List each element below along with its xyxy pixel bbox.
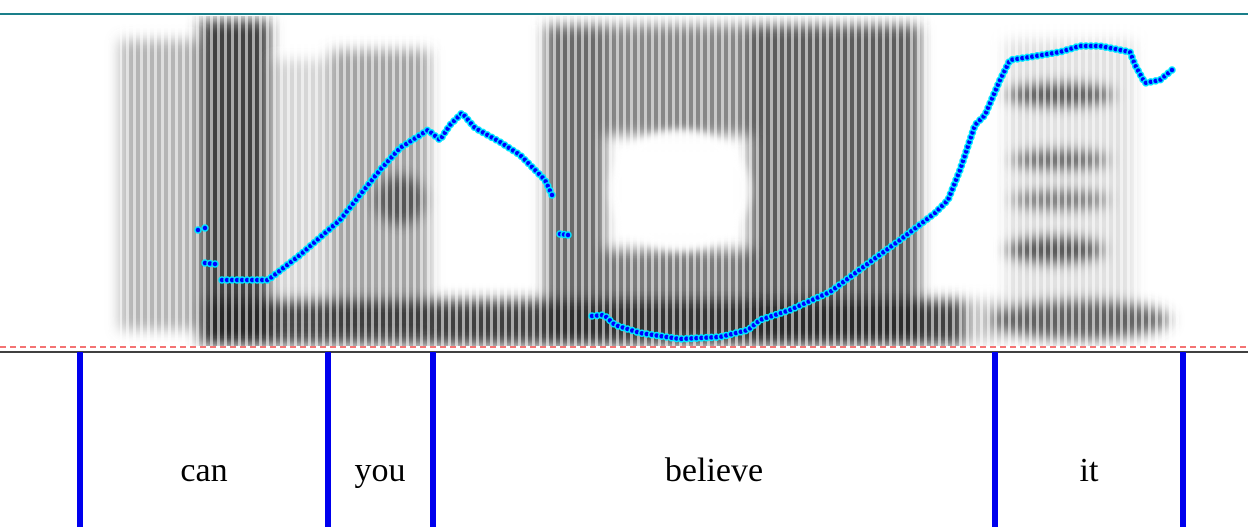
pitch-point — [212, 261, 218, 267]
pitch-point — [549, 192, 555, 198]
praat-window: can you believe it — [0, 0, 1248, 527]
word-label: it — [1080, 452, 1099, 489]
pitch-point — [202, 225, 208, 231]
boundaries — [77, 352, 1186, 527]
word-label: believe — [665, 452, 763, 489]
pitch-point — [1169, 67, 1175, 73]
pitch-point — [195, 227, 201, 233]
pitch-point — [565, 232, 571, 238]
word-label: you — [355, 452, 406, 489]
word-label: can — [180, 452, 227, 489]
spectrogram — [120, 16, 1180, 346]
